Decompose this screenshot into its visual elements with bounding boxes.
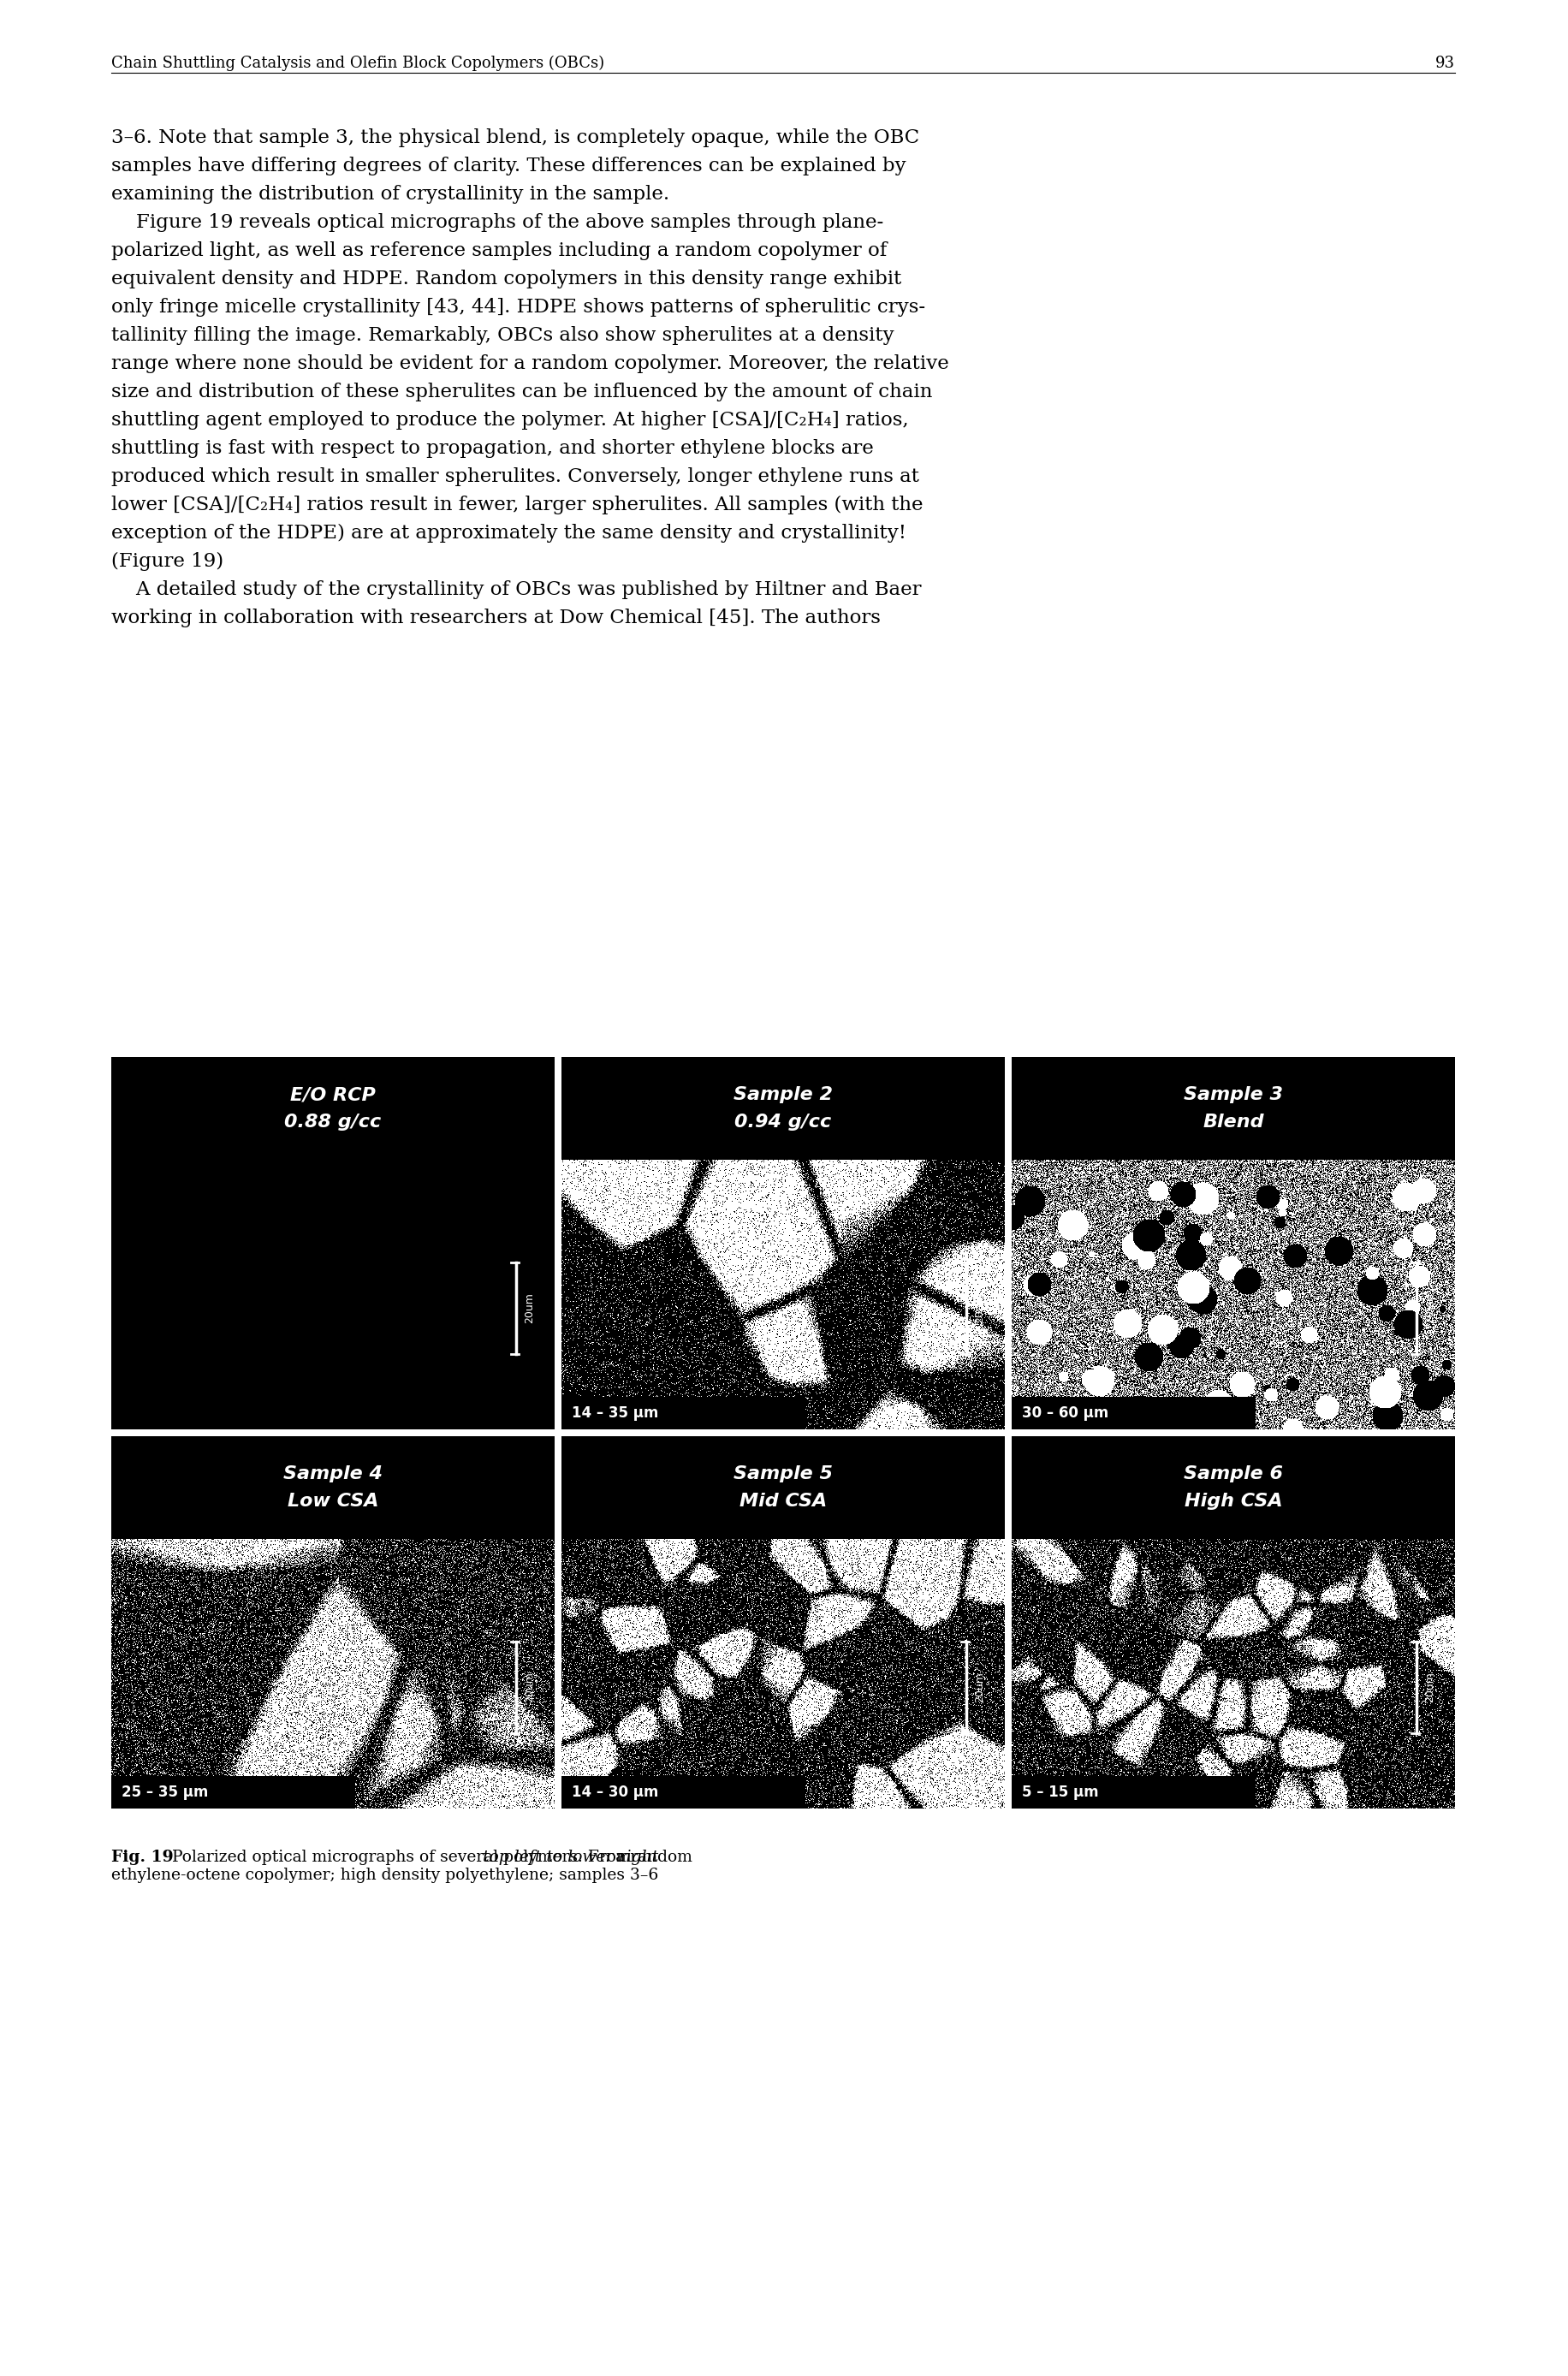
Bar: [111, 1775, 354, 1808]
Text: produced which result in smaller spherulites. Conversely, longer ethylene runs a: produced which result in smaller spherul…: [111, 468, 919, 487]
Text: tallinity filling the image. Remarkably, OBCs also show spherulites at a density: tallinity filling the image. Remarkably,…: [111, 326, 894, 345]
Bar: [1011, 1397, 1256, 1430]
Text: Polarized optical micrographs of several polymers. From: Polarized optical micrographs of several…: [162, 1849, 637, 1865]
Text: ethylene-octene copolymer; high density polyethylene; samples 3–6: ethylene-octene copolymer; high density …: [111, 1868, 659, 1882]
Text: 93: 93: [1435, 55, 1455, 71]
Text: lower [CSA]/[C₂H₄] ratios result in fewer, larger spherulites. All samples (with: lower [CSA]/[C₂H₄] ratios result in fewe…: [111, 497, 924, 516]
Text: Mid CSA: Mid CSA: [740, 1492, 826, 1509]
Text: examining the distribution of crystallinity in the sample.: examining the distribution of crystallin…: [111, 185, 670, 204]
Text: High CSA: High CSA: [1184, 1492, 1283, 1509]
Text: Sample 6: Sample 6: [1184, 1466, 1283, 1483]
Text: working in collaboration with researchers at Dow Chemical [45]. The authors: working in collaboration with researcher…: [111, 608, 881, 627]
Text: Sample 4: Sample 4: [284, 1466, 383, 1483]
Text: 3–6. Note that sample 3, the physical blend, is completely opaque, while the OBC: 3–6. Note that sample 3, the physical bl…: [111, 128, 919, 147]
Text: shuttling is fast with respect to propagation, and shorter ethylene blocks are: shuttling is fast with respect to propag…: [111, 440, 873, 459]
Bar: [111, 1430, 1455, 1435]
Text: 5 – 15 μm: 5 – 15 μm: [1022, 1784, 1099, 1801]
Text: 20um: 20um: [524, 1293, 535, 1323]
Text: Sample 5: Sample 5: [734, 1466, 833, 1483]
Text: Chain Shuttling Catalysis and Olefin Block Copolymers (OBCs): Chain Shuttling Catalysis and Olefin Blo…: [111, 55, 604, 71]
Text: equivalent density and HDPE. Random copolymers in this density range exhibit: equivalent density and HDPE. Random copo…: [111, 268, 902, 287]
Text: polarized light, as well as reference samples including a random copolymer of: polarized light, as well as reference sa…: [111, 242, 887, 261]
Bar: [561, 1435, 1005, 1808]
Text: E/O RCP: E/O RCP: [290, 1086, 376, 1102]
Text: samples have differing degrees of clarity. These differences can be explained by: samples have differing degrees of clarit…: [111, 157, 906, 176]
Text: size and distribution of these spherulites can be influenced by the amount of ch: size and distribution of these spherulit…: [111, 383, 933, 402]
Bar: [1011, 1435, 1455, 1808]
Text: only fringe micelle crystallinity [43, 44]. HDPE shows patterns of spherulitic c: only fringe micelle crystallinity [43, 4…: [111, 297, 925, 316]
Bar: [555, 1057, 561, 1808]
Text: range where none should be evident for a random copolymer. Moreover, the relativ: range where none should be evident for a…: [111, 354, 949, 373]
Text: Low CSA: Low CSA: [287, 1492, 378, 1509]
Text: 30 – 60 μm: 30 – 60 μm: [1022, 1404, 1109, 1421]
Bar: [1005, 1057, 1011, 1808]
Bar: [1011, 1775, 1256, 1808]
Bar: [111, 1435, 555, 1808]
Bar: [561, 1057, 1005, 1430]
Text: exception of the HDPE) are at approximately the same density and crystallinity!: exception of the HDPE) are at approximat…: [111, 523, 906, 542]
Text: 25 – 35 μm: 25 – 35 μm: [122, 1784, 209, 1801]
Bar: [1011, 1057, 1455, 1430]
Text: : a random: : a random: [605, 1849, 693, 1865]
Text: 0.88 g/cc: 0.88 g/cc: [284, 1114, 381, 1131]
Text: Fig. 19: Fig. 19: [111, 1849, 174, 1865]
Text: 20um: 20um: [1425, 1673, 1436, 1704]
Text: 20um: 20um: [974, 1673, 986, 1704]
Text: Figure 19 reveals optical micrographs of the above samples through plane-: Figure 19 reveals optical micrographs of…: [111, 214, 883, 233]
Bar: [561, 1775, 806, 1808]
Bar: [561, 1397, 806, 1430]
Text: top left to lower right: top left to lower right: [483, 1849, 659, 1865]
Text: 14 – 35 μm: 14 – 35 μm: [572, 1404, 659, 1421]
Text: Sample 2: Sample 2: [734, 1086, 833, 1102]
Bar: [111, 1057, 555, 1430]
Text: shuttling agent employed to produce the polymer. At higher [CSA]/[C₂H₄] ratios,: shuttling agent employed to produce the …: [111, 411, 908, 430]
Text: (Figure 19): (Figure 19): [111, 551, 224, 570]
Text: 20um: 20um: [974, 1293, 986, 1323]
Text: 20um: 20um: [1425, 1293, 1436, 1323]
Text: 20um: 20um: [524, 1673, 535, 1704]
Text: 14 – 30 μm: 14 – 30 μm: [572, 1784, 659, 1801]
Text: Blend: Blend: [1203, 1114, 1264, 1131]
Text: Sample 3: Sample 3: [1184, 1086, 1283, 1102]
Text: A detailed study of the crystallinity of OBCs was published by Hiltner and Baer: A detailed study of the crystallinity of…: [111, 580, 922, 599]
Text: 0.94 g/cc: 0.94 g/cc: [735, 1114, 831, 1131]
